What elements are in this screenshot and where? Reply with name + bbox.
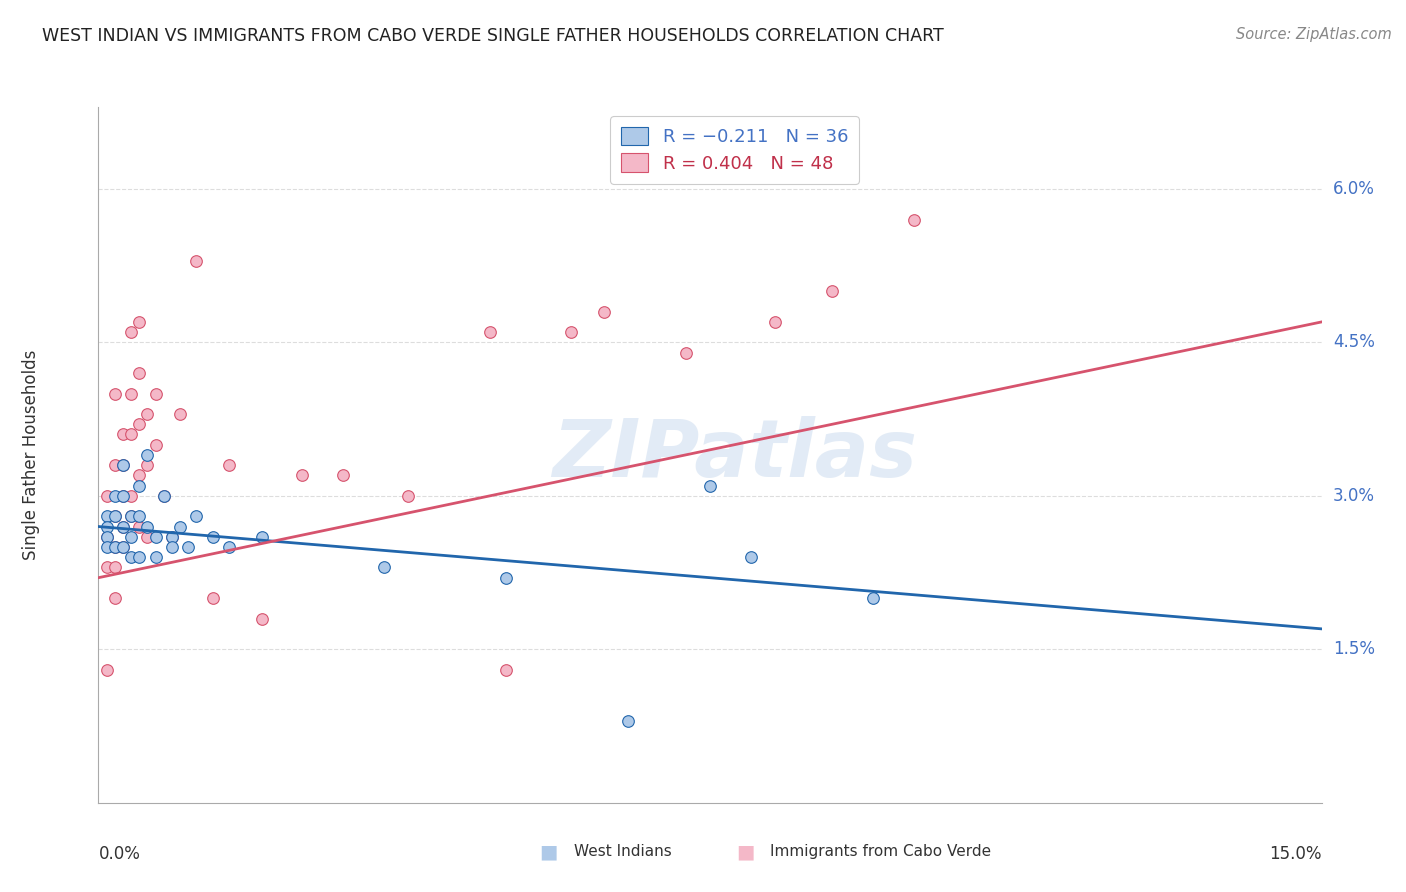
Point [96,489,118,503]
Point [96,530,118,544]
Point [169,407,191,421]
Point [96,560,118,574]
Point [699,478,721,492]
Point [201,591,224,606]
Point [291,468,314,483]
Point [152,489,174,503]
Point [177,540,200,554]
Text: Immigrants from Cabo Verde: Immigrants from Cabo Verde [770,845,991,859]
Point [160,530,183,544]
Point [495,663,517,677]
Point [763,315,786,329]
Text: 15.0%: 15.0% [1270,845,1322,863]
Point [250,530,273,544]
Point [96,540,118,554]
Point [740,550,762,565]
Point [128,550,150,565]
Point [136,407,159,421]
Point [111,489,134,503]
Point [160,530,183,544]
Point [478,325,501,339]
Point [593,304,616,318]
Point [120,509,142,524]
Point [104,509,127,524]
Text: 6.0%: 6.0% [1333,180,1375,198]
Point [218,540,240,554]
Text: WEST INDIAN VS IMMIGRANTS FROM CABO VERDE SINGLE FATHER HOUSEHOLDS CORRELATION C: WEST INDIAN VS IMMIGRANTS FROM CABO VERD… [42,27,943,45]
Point [111,519,134,533]
Point [104,509,127,524]
Point [128,366,150,380]
Point [675,345,697,359]
Point [120,530,142,544]
Point [111,540,134,554]
Point [396,489,419,503]
Point [128,519,150,533]
Point [495,571,517,585]
Legend: R = −0.211   N = 36, R = 0.404   N = 48: R = −0.211 N = 36, R = 0.404 N = 48 [610,116,859,184]
Text: ZIPatlas: ZIPatlas [553,416,917,494]
Point [128,468,150,483]
Text: 4.5%: 4.5% [1333,334,1375,351]
Point [152,489,174,503]
Point [104,591,127,606]
Point [186,253,208,268]
Point [136,458,159,472]
Point [120,386,142,401]
Text: Source: ZipAtlas.com: Source: ZipAtlas.com [1236,27,1392,42]
Point [120,509,142,524]
Point [104,458,127,472]
Point [250,612,273,626]
Point [111,458,134,472]
Point [111,519,134,533]
Point [120,427,142,442]
Point [145,438,167,452]
Point [218,458,240,472]
Point [111,489,134,503]
Point [332,468,354,483]
Point [186,509,208,524]
Point [560,325,582,339]
Text: 3.0%: 3.0% [1333,487,1375,505]
Point [111,427,134,442]
Text: Single Father Households: Single Father Households [22,350,41,560]
Point [96,509,118,524]
Point [201,530,224,544]
Point [128,509,150,524]
Point [136,530,159,544]
Point [111,540,134,554]
Point [104,386,127,401]
Point [821,284,844,298]
Point [104,560,127,574]
Text: ■: ■ [735,842,755,862]
Point [96,519,118,533]
Point [145,530,167,544]
Point [104,489,127,503]
Point [128,315,150,329]
Text: 1.5%: 1.5% [1333,640,1375,658]
Point [373,560,395,574]
Point [120,550,142,565]
Point [120,325,142,339]
Point [160,540,183,554]
Point [104,540,127,554]
Text: ■: ■ [538,842,558,862]
Point [145,386,167,401]
Text: West Indians: West Indians [574,845,672,859]
Text: 0.0%: 0.0% [98,845,141,863]
Point [145,550,167,565]
Point [111,458,134,472]
Point [120,489,142,503]
Point [136,519,159,533]
Point [104,540,127,554]
Point [169,519,191,533]
Point [96,530,118,544]
Point [862,591,884,606]
Point [128,417,150,432]
Point [903,212,925,227]
Point [136,448,159,462]
Point [617,714,640,728]
Point [96,663,118,677]
Point [128,478,150,492]
